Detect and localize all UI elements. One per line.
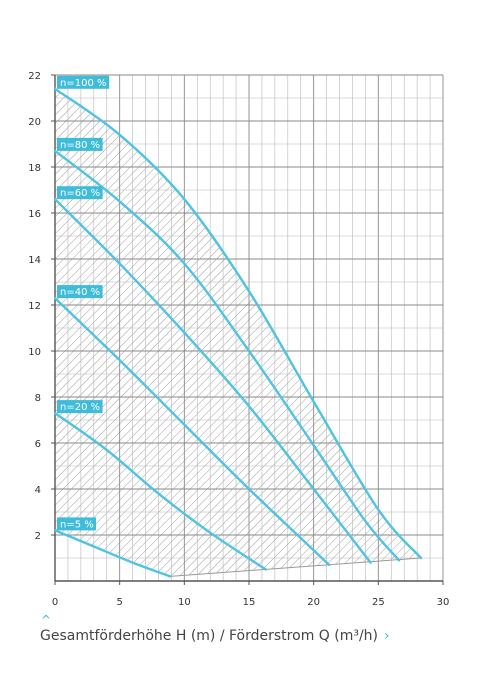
x-tick-label: 0 (52, 597, 58, 608)
x-tick-label: 15 (243, 597, 256, 608)
y-tick-label: 16 (28, 209, 41, 220)
axes: 0 5 10 15 20 25 30 2 4 6 8 10 12 14 16 18 20 22 (28, 71, 449, 608)
series-label-bg (57, 517, 96, 531)
y-tick-label: 14 (28, 255, 41, 266)
grid (55, 74, 444, 581)
series-curve (53, 87, 423, 560)
curves (53, 87, 423, 578)
series-label: n=5 % (60, 519, 94, 530)
y-tick-label: 10 (28, 347, 41, 358)
series-curve (53, 529, 172, 578)
series-curve (53, 198, 372, 564)
y-tick-label: 18 (28, 163, 41, 174)
series-label-bg (57, 137, 103, 151)
y-tick-label: 8 (35, 393, 41, 404)
series-label: n=40 % (60, 287, 100, 298)
series-label: n=80 % (60, 140, 100, 151)
series-curve (53, 149, 401, 562)
series-curve (53, 411, 268, 571)
series-label: n=60 % (60, 188, 100, 199)
y-tick-label: 20 (28, 117, 41, 128)
series-labels: n=100 % n=80 % n=60 % n=40 % n=20 % n=5 % (57, 75, 110, 531)
x-tick-label: 20 (307, 597, 320, 608)
series-label-bg (57, 75, 110, 89)
series-label-bg (57, 186, 103, 200)
series-label-bg (57, 400, 103, 414)
x-tick-label: 5 (116, 597, 122, 608)
operating-range-hatch (55, 88, 422, 577)
y-tick-label: 4 (35, 485, 41, 496)
y-tick-label: 2 (35, 531, 41, 542)
axis-caption-text: Gesamtförderhöhe H (m) / Förderstrom Q (… (40, 628, 379, 644)
y-tick-label: 22 (28, 71, 41, 82)
y-tick-label: 6 (35, 439, 41, 450)
y-tick-label: 12 (28, 301, 41, 312)
series-label: n=100 % (60, 78, 106, 89)
operating-area (55, 88, 422, 577)
x-tick-label: 25 (372, 597, 385, 608)
chevron-right-icon[interactable]: › (384, 628, 390, 644)
axis-caption: Gesamtförderhöhe H (m) / Förderstrom Q (… (40, 628, 390, 644)
operating-range-lower-edge (170, 557, 422, 577)
x-tick-label: 30 (437, 597, 450, 608)
series-label-bg (57, 285, 103, 299)
series-label: n=20 % (60, 402, 100, 413)
series-curve (53, 296, 331, 567)
chevron-up-icon[interactable]: ^ (41, 613, 52, 627)
x-tick-label: 10 (178, 597, 191, 608)
